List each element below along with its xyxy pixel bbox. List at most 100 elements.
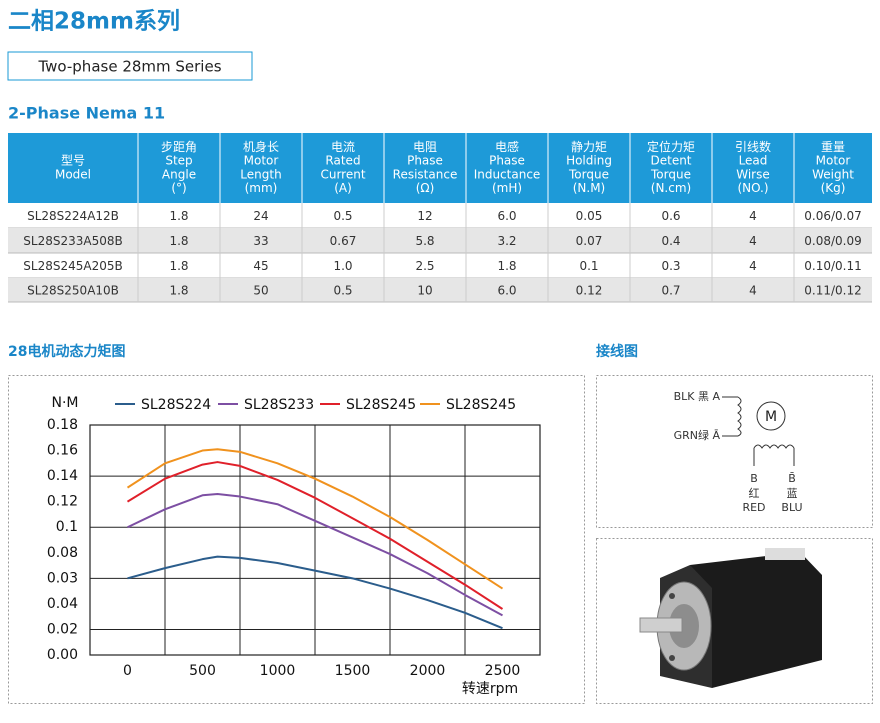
table-cell: 1.8 [169, 259, 188, 273]
column-header: 重量 [821, 140, 845, 154]
wire-label: 蓝 [787, 487, 798, 500]
subtitle: Two-phase 28mm Series [37, 58, 221, 76]
column-header: 型号 [61, 154, 85, 168]
table-cell: 1.8 [497, 259, 516, 273]
column-header: Torque [568, 167, 609, 181]
column-header: Current [320, 167, 365, 181]
column-header: (NO.) [737, 181, 768, 195]
table-cell: 3.2 [497, 234, 516, 248]
x-axis-label: 转速rpm [462, 681, 518, 697]
table-cell: 6.0 [497, 284, 516, 298]
column-header: Rated [325, 154, 360, 168]
table-cell: 0.10/0.11 [804, 259, 861, 273]
column-header: Motor [816, 154, 851, 168]
photo-frame [596, 538, 873, 704]
table-cell: 1.8 [169, 209, 188, 223]
y-tick-label: 0.1 [56, 519, 78, 535]
wire-label: B̄ [788, 472, 796, 485]
table-cell: 0.5 [333, 209, 352, 223]
column-header: (A) [334, 181, 352, 195]
motor-photo [639, 548, 822, 688]
column-header: 电阻 [413, 140, 437, 154]
y-tick-label: 0.02 [47, 621, 78, 637]
y-tick-label: 0.18 [47, 417, 78, 433]
legend-label: SL28S245 [346, 397, 416, 413]
y-tick-label: 0.16 [47, 443, 78, 459]
table-cell: 12 [417, 209, 432, 223]
x-tick-label: 0 [123, 663, 132, 679]
y-tick-label: 0.12 [47, 494, 78, 510]
series-line [127, 555, 503, 630]
column-header: 静力矩 [571, 140, 607, 154]
column-header: (N.cm) [651, 181, 691, 195]
wire-label: RED [742, 501, 765, 514]
table-cell: 0.7 [661, 284, 680, 298]
y-tick-label: 0.00 [47, 647, 78, 663]
x-tick-label: 1500 [335, 663, 371, 679]
wiring-diagram [722, 396, 795, 466]
column-header: 定位力矩 [647, 139, 695, 154]
legend-label: SL28S224 [141, 397, 211, 413]
table-cell: 0.1 [579, 259, 598, 273]
x-tick-label: 2000 [410, 663, 446, 679]
column-header: Phase [489, 154, 525, 168]
table-cell: 0.07 [576, 234, 603, 248]
table-title: 2-Phase Nema 11 [8, 104, 165, 123]
column-header: Inductance [474, 167, 541, 181]
legend-label: SL28S233 [244, 397, 314, 413]
column-header: Torque [650, 167, 691, 181]
column-header: Model [55, 167, 91, 181]
wiring-title: 接线图 [596, 343, 638, 360]
series-line [126, 448, 504, 590]
column-header: Weight [812, 167, 854, 181]
table-cell: SL28S250A10B [27, 284, 119, 298]
y-tick-label: 0.14 [47, 468, 78, 484]
column-header: Detent [650, 154, 691, 168]
table-cell: 4 [749, 209, 757, 223]
table-header-bg [8, 133, 872, 203]
series-line [126, 461, 504, 610]
column-header: Resistance [393, 167, 458, 181]
page-title: 二相28mm系列 [8, 9, 180, 35]
table-cell: 0.08/0.09 [804, 234, 861, 248]
table-cell: 0.4 [661, 234, 680, 248]
column-header: (mm) [245, 181, 278, 195]
y-axis-label: N·M [51, 395, 78, 411]
table-cell: 4 [749, 234, 757, 248]
column-header: 机身长 [243, 139, 279, 154]
table-cell: 1.8 [169, 284, 188, 298]
subtitle-box [7, 51, 253, 81]
y-tick-label: 0.04 [47, 596, 78, 612]
x-tick-label: 1000 [260, 663, 296, 679]
column-header: (mH) [492, 181, 522, 195]
chart-frame [8, 375, 585, 704]
column-header: 电感 [495, 139, 519, 154]
table-cell: 45 [253, 259, 268, 273]
x-tick-label: 500 [189, 663, 216, 679]
table-cell: 33 [253, 234, 268, 248]
y-tick-label: 0.03 [47, 570, 78, 586]
table-cell: 0.12 [576, 284, 603, 298]
column-header: 引线数 [735, 139, 771, 154]
table-cell: 4 [749, 259, 757, 273]
wire-label: BLU [781, 501, 802, 514]
column-header: Length [240, 167, 281, 181]
table-cell: 5.8 [415, 234, 434, 248]
series-line [127, 493, 503, 617]
table-cell: 0.3 [661, 259, 680, 273]
column-header: 步距角 [161, 140, 197, 154]
table-cell: 0.67 [330, 234, 357, 248]
column-header: (Kg) [821, 181, 846, 195]
table-cell: 0.5 [333, 284, 352, 298]
table-cell: SL28S245A205B [23, 259, 122, 273]
table-cell: 50 [253, 284, 268, 298]
table-cell: 10 [417, 284, 432, 298]
column-header: Holding [566, 154, 612, 168]
table-cell: 0.05 [576, 209, 603, 223]
table-cell: 0.11/0.12 [804, 284, 861, 298]
row-bg [8, 228, 872, 253]
table-cell: 6.0 [497, 209, 516, 223]
chart-title: 28电机动态力矩图 [8, 343, 125, 360]
